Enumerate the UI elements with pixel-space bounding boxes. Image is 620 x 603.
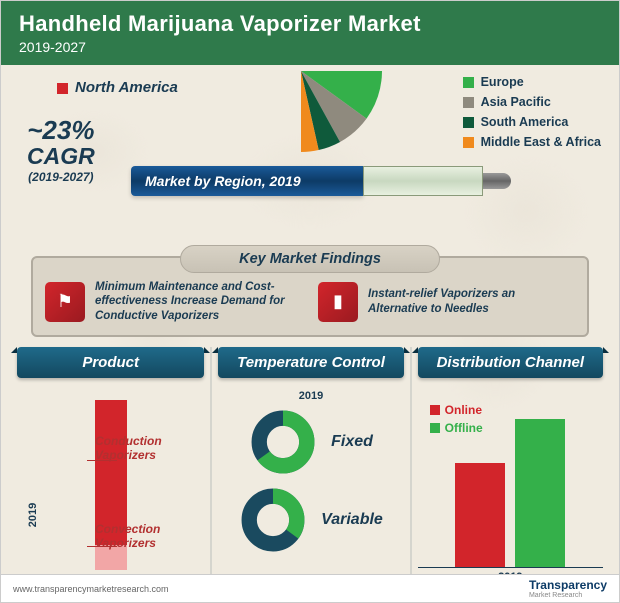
cagr-label: CAGR	[27, 143, 95, 170]
cagr-value: ~23%	[27, 115, 94, 145]
legend-item: Middle East & Africa	[463, 135, 601, 149]
cagr-period: (2019-2027)	[27, 170, 95, 184]
finding-icon: ▮	[318, 282, 358, 322]
dist-title: Distribution Channel	[418, 347, 603, 378]
donut-container: Fixed Variable	[218, 408, 403, 554]
finding-icon: ⚑	[45, 282, 85, 322]
temp-body: 2019 Fixed Variable	[218, 378, 403, 554]
leader-line	[87, 546, 117, 547]
panels-row: Product 2019 Conduction Vaporizers Conve…	[11, 347, 609, 587]
product-labels: Conduction Vaporizers Convection Vaporiz…	[95, 434, 204, 550]
leader-line	[87, 460, 117, 461]
key-findings: Key Market Findings ⚑Minimum Maintenance…	[31, 245, 589, 337]
top-section: North America ~23% CAGR (2019-2027) Euro…	[1, 65, 619, 245]
vape-tip-icon	[483, 173, 511, 189]
donut-chart	[249, 408, 317, 476]
footer-logo: TransparencyMarket Research	[529, 578, 607, 599]
header-years: 2019-2027	[19, 39, 601, 55]
vape-tank-icon	[363, 166, 483, 196]
dist-bar	[455, 463, 505, 567]
donut-label: Variable	[321, 511, 383, 529]
finding-text: Instant-relief Vaporizers an Alternative…	[368, 287, 575, 316]
temp-title: Temperature Control	[218, 347, 403, 378]
dist-chart	[418, 396, 603, 568]
footer-url: www.transparencymarketresearch.com	[13, 584, 169, 594]
product-chart: Conduction Vaporizers Convection Vaporiz…	[17, 390, 204, 570]
finding-item: ⚑Minimum Maintenance and Cost-effectiven…	[45, 280, 302, 323]
region-pie-chart	[211, 71, 391, 161]
findings-heading: Key Market Findings	[180, 245, 440, 273]
legend-item: Asia Pacific	[463, 95, 601, 109]
north-america-label: North America	[75, 79, 178, 96]
vaporizer-graphic: Market by Region, 2019	[131, 163, 511, 199]
product-panel: Product 2019 Conduction Vaporizers Conve…	[11, 347, 210, 587]
finding-item: ▮ Instant-relief Vaporizers an Alternativ…	[318, 280, 575, 323]
donut-chart	[239, 486, 307, 554]
dist-bar	[515, 419, 565, 567]
pie-year-label: Market by Region, 2019	[131, 166, 363, 196]
legend-item: South America	[463, 115, 601, 129]
na-swatch	[57, 83, 68, 94]
region-legend: Europe Asia Pacific South America Middle Ea…	[463, 75, 601, 155]
legend-item: Europe	[463, 75, 601, 89]
donut-row: Variable	[218, 486, 403, 554]
temperature-panel: Temperature Control 2019 Fixed Variable	[210, 347, 409, 587]
temp-year: 2019	[218, 390, 403, 402]
donut-row: Fixed	[218, 408, 403, 476]
finding-text: Minimum Maintenance and Cost-effectivene…	[95, 280, 302, 323]
header: Handheld Marijuana Vaporizer Market 2019…	[1, 1, 619, 65]
footer: www.transparencymarketresearch.com Trans…	[1, 574, 619, 602]
product-title: Product	[17, 347, 204, 378]
distribution-panel: Distribution Channel OnlineOffline 2019	[410, 347, 609, 587]
donut-label: Fixed	[331, 433, 373, 451]
page-title: Handheld Marijuana Vaporizer Market	[19, 11, 601, 37]
product-seg1-label: Conduction Vaporizers	[95, 434, 204, 462]
dist-body: OnlineOffline 2019	[418, 378, 603, 583]
cagr-block: ~23% CAGR (2019-2027)	[27, 115, 95, 184]
